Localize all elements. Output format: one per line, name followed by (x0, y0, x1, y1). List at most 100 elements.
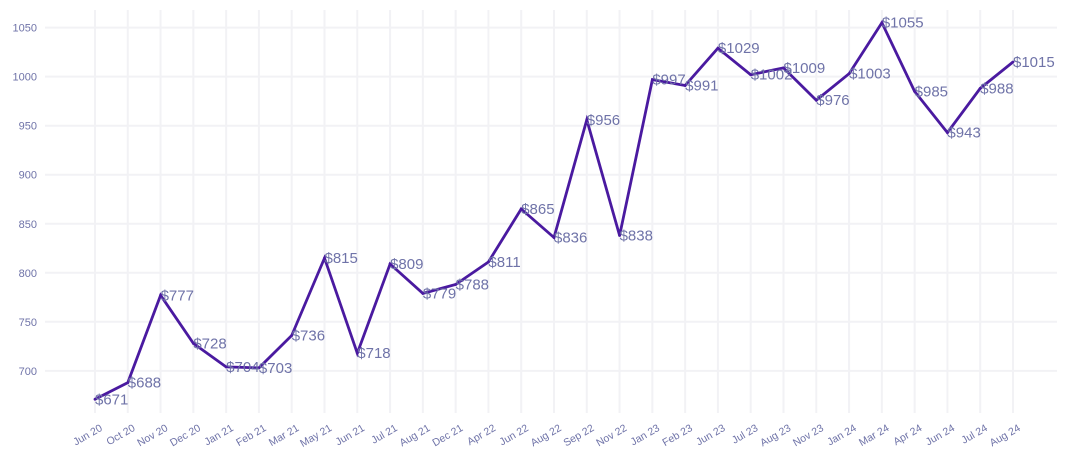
x-tick-label: Jul 23 (730, 422, 760, 446)
data-label: $988 (980, 80, 1013, 97)
x-tick-label: Feb 21 (234, 422, 268, 449)
x-tick-label: Jun 21 (333, 422, 366, 448)
data-point (618, 234, 621, 237)
data-point (421, 291, 425, 295)
data-point (749, 73, 753, 77)
x-tick-label: Jun 20 (71, 422, 104, 448)
data-label: $779 (423, 285, 456, 302)
data-point (683, 84, 687, 87)
x-tick-label: Jun 22 (497, 422, 530, 448)
grid (45, 10, 1057, 413)
x-tick-label: Jul 21 (369, 422, 399, 446)
data-point (93, 397, 97, 401)
data-label: $1029 (718, 40, 760, 57)
data-point (650, 78, 654, 82)
data-label: $956 (587, 112, 620, 129)
data-label: $991 (685, 78, 718, 95)
data-point (913, 89, 917, 93)
y-tick-label: 950 (19, 121, 37, 133)
x-tick-label: Nov 22 (594, 422, 629, 449)
data-point (323, 256, 326, 260)
data-label: $865 (521, 201, 554, 218)
x-tick-label: Apr 24 (891, 422, 924, 448)
y-tick-label: 1050 (13, 23, 37, 35)
y-tick-label: 850 (19, 219, 37, 231)
data-point (1011, 60, 1015, 64)
data-point (290, 334, 294, 337)
y-tick-label: 700 (19, 366, 37, 378)
x-tick-label: Jun 23 (694, 422, 727, 448)
data-label: $985 (915, 83, 948, 100)
data-point (191, 341, 195, 345)
data-label: $1002 (751, 67, 793, 84)
data-point (126, 381, 130, 385)
data-point (487, 260, 490, 264)
x-tick-label: May 21 (298, 422, 334, 450)
data-label: $1015 (1013, 54, 1055, 71)
x-tick-label: Nov 20 (135, 422, 170, 449)
data-point (585, 118, 589, 122)
data-label: $943 (947, 125, 980, 142)
data-point (814, 98, 818, 102)
x-tick-label: Mar 21 (267, 422, 301, 449)
x-tick-label: Oct 20 (104, 422, 137, 448)
data-point (978, 87, 982, 90)
x-tick-label: Apr 22 (465, 422, 498, 448)
x-tick-label: Mar 24 (857, 422, 891, 449)
y-tick-label: 900 (19, 170, 37, 182)
x-tick-label: Jun 24 (924, 422, 957, 448)
data-point (782, 66, 785, 70)
data-label: $815 (325, 250, 358, 267)
x-tick-label: Aug 24 (988, 422, 1023, 449)
data-point (946, 131, 949, 134)
data-point (224, 365, 228, 369)
data-label: $704 (226, 359, 259, 376)
x-tick-label: Aug 22 (529, 422, 564, 449)
x-tick-label: Feb 23 (660, 422, 694, 449)
data-point (880, 21, 884, 25)
y-tick-label: 1000 (13, 72, 37, 84)
data-label: $809 (390, 256, 423, 273)
data-point (454, 283, 458, 286)
data-label: $811 (488, 254, 520, 271)
data-point (552, 236, 556, 239)
data-point (847, 72, 851, 76)
data-point (388, 262, 392, 266)
data-label: $688 (128, 375, 161, 392)
data-label: $703 (259, 360, 292, 377)
data-point (159, 293, 162, 297)
data-label: $838 (620, 228, 653, 245)
data-point (355, 351, 359, 355)
y-tick-label: 750 (19, 317, 37, 329)
x-tick-label: Dec 20 (168, 422, 203, 449)
x-tick-label: Jan 21 (202, 422, 235, 448)
x-tick-label: Jan 24 (825, 422, 858, 448)
data-label: $777 (161, 287, 194, 304)
data-label: $997 (652, 72, 685, 89)
data-label: $736 (292, 328, 325, 345)
data-label: $1003 (849, 66, 891, 83)
data-label: $976 (816, 92, 849, 109)
x-tick-label: Dec 21 (430, 422, 465, 449)
data-point (716, 46, 720, 50)
data-label: $718 (357, 345, 390, 362)
x-tick-label: Jul 24 (959, 422, 989, 446)
y-tick-label: 800 (19, 268, 37, 280)
x-tick-label: Aug 23 (758, 422, 793, 449)
x-tick-label: Sep 22 (561, 422, 596, 449)
data-label: $671 (95, 391, 128, 408)
data-label: $728 (193, 335, 226, 352)
x-tick-label: Nov 23 (791, 422, 826, 449)
x-tick-label: Jan 23 (629, 422, 662, 448)
series-line-group (93, 19, 1015, 401)
data-label: $1009 (784, 60, 826, 77)
x-tick-label: Aug 21 (398, 422, 433, 449)
data-point (257, 366, 261, 370)
y-axis: 700 750 800 850 900 950 1000 1050 (13, 23, 37, 378)
data-label: $1055 (882, 15, 924, 32)
data-label: $788 (456, 277, 489, 294)
data-point (519, 207, 523, 211)
